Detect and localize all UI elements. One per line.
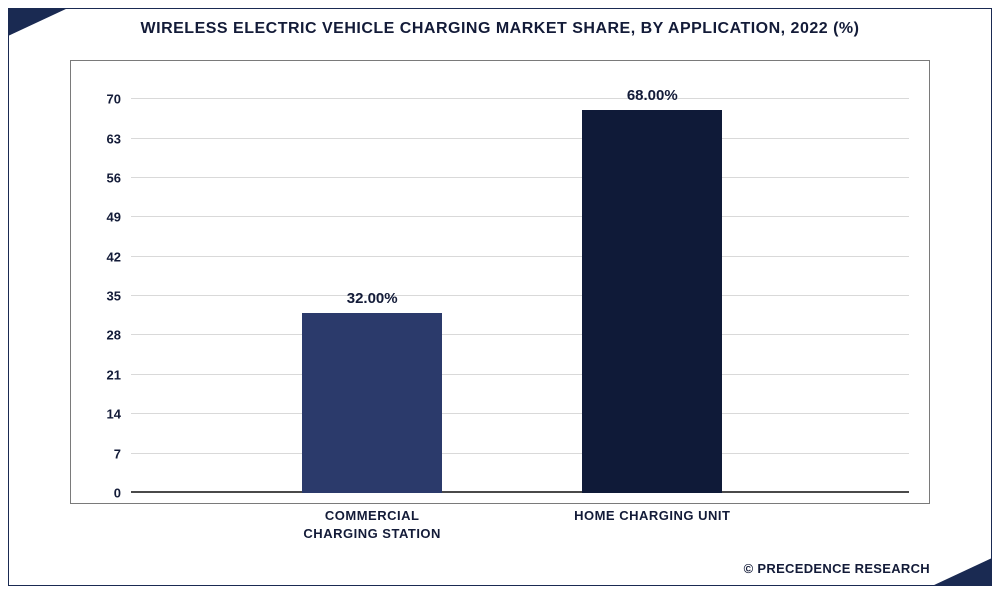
- plot-region: 0714212835424956637032.00%COMMERCIAL CHA…: [131, 71, 909, 493]
- gridline: [131, 98, 909, 99]
- gridline: [131, 491, 909, 493]
- gridline: [131, 453, 909, 454]
- y-tick-label: 21: [107, 367, 121, 382]
- gridline: [131, 256, 909, 257]
- x-category-label: COMMERCIAL CHARGING STATION: [303, 507, 441, 542]
- y-tick-label: 0: [114, 486, 121, 501]
- y-tick-label: 35: [107, 289, 121, 304]
- chart-plot-area: 0714212835424956637032.00%COMMERCIAL CHA…: [70, 60, 930, 504]
- bar: 68.00%: [582, 110, 722, 493]
- gridline: [131, 216, 909, 217]
- gridline: [131, 334, 909, 335]
- bar-value-label: 32.00%: [347, 290, 398, 307]
- corner-accent-bottom-right: [932, 558, 992, 586]
- y-tick-label: 42: [107, 249, 121, 264]
- gridline: [131, 295, 909, 296]
- gridline: [131, 177, 909, 178]
- y-tick-label: 63: [107, 131, 121, 146]
- gridline: [131, 374, 909, 375]
- bar: 32.00%: [302, 313, 442, 493]
- x-category-label: HOME CHARGING UNIT: [574, 507, 730, 525]
- corner-accent-top-left: [8, 8, 68, 36]
- y-tick-label: 7: [114, 446, 121, 461]
- y-tick-label: 28: [107, 328, 121, 343]
- y-tick-label: 14: [107, 407, 121, 422]
- y-tick-label: 56: [107, 170, 121, 185]
- gridline: [131, 413, 909, 414]
- y-tick-label: 70: [107, 92, 121, 107]
- bar-value-label: 68.00%: [627, 87, 678, 104]
- gridline: [131, 138, 909, 139]
- y-tick-label: 49: [107, 210, 121, 225]
- attribution-text: © PRECEDENCE RESEARCH: [744, 561, 930, 576]
